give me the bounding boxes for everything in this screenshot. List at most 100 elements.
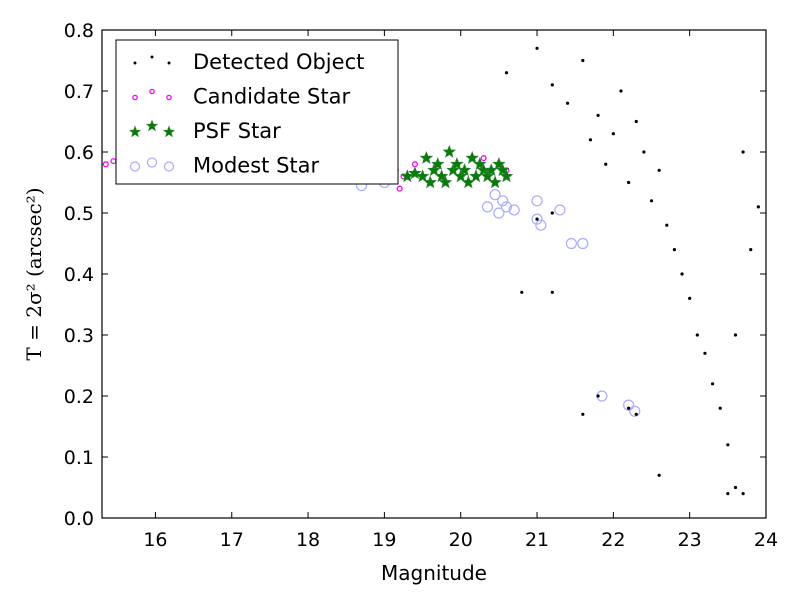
data-point bbox=[488, 175, 502, 189]
data-point bbox=[554, 204, 566, 216]
data-point bbox=[535, 219, 547, 231]
data-point bbox=[749, 248, 753, 252]
x-tick-label: 19 bbox=[372, 529, 396, 551]
data-point bbox=[493, 207, 505, 219]
data-point bbox=[438, 175, 453, 189]
data-point bbox=[497, 195, 509, 207]
data-point bbox=[102, 161, 109, 168]
x-tick-label: 17 bbox=[220, 529, 244, 551]
y-tick-label: 0.1 bbox=[64, 447, 94, 469]
y-tick-label: 0.0 bbox=[64, 508, 94, 530]
x-tick-label: 21 bbox=[525, 529, 549, 551]
x-tick-label: 22 bbox=[601, 529, 625, 551]
data-point bbox=[710, 382, 715, 386]
data-point bbox=[741, 150, 745, 154]
data-point bbox=[531, 213, 543, 225]
data-point bbox=[703, 351, 707, 355]
data-point bbox=[520, 290, 524, 294]
data-point bbox=[480, 155, 487, 162]
data-point bbox=[535, 217, 539, 221]
y-tick-label: 0.5 bbox=[64, 203, 94, 225]
legend-marker bbox=[146, 157, 158, 168]
legend-entries: Detected Object Candidate Star PSF Star Mod… bbox=[128, 50, 364, 178]
data-point bbox=[465, 151, 479, 164]
data-point bbox=[695, 333, 699, 337]
data-point bbox=[657, 473, 661, 477]
data-point bbox=[442, 144, 457, 158]
points-layer bbox=[102, 46, 760, 496]
data-point bbox=[495, 163, 510, 177]
data-point bbox=[688, 296, 692, 300]
legend-marker bbox=[166, 94, 172, 101]
legend-marker bbox=[162, 125, 176, 138]
y-tick-label: 0.2 bbox=[64, 386, 94, 408]
data-point bbox=[423, 175, 437, 189]
legend-label: Modest Star bbox=[193, 154, 319, 178]
legend-marker bbox=[167, 61, 171, 65]
data-point bbox=[531, 195, 543, 207]
legend-label: PSF Star bbox=[193, 119, 281, 143]
data-point bbox=[756, 205, 760, 209]
data-point bbox=[588, 138, 593, 142]
data-point bbox=[457, 163, 472, 177]
data-point bbox=[492, 157, 506, 171]
data-point bbox=[550, 290, 554, 294]
data-point bbox=[565, 237, 577, 250]
data-point bbox=[672, 248, 677, 252]
data-point bbox=[581, 58, 585, 63]
data-point bbox=[577, 237, 589, 250]
legend-marker bbox=[150, 55, 154, 59]
legend-marker bbox=[163, 161, 175, 172]
data-point bbox=[500, 201, 513, 213]
legend-marker bbox=[132, 94, 138, 101]
data-point bbox=[726, 492, 730, 496]
y-tick-label: 0.6 bbox=[64, 142, 94, 164]
data-point bbox=[718, 406, 722, 410]
data-point bbox=[499, 169, 514, 183]
data-point bbox=[596, 113, 600, 117]
legend-entry: Detected Object bbox=[133, 50, 364, 74]
data-point bbox=[481, 201, 494, 213]
data-point bbox=[741, 492, 745, 496]
data-point bbox=[629, 405, 641, 417]
legend-marker bbox=[145, 119, 159, 132]
x-tick-label: 18 bbox=[296, 529, 320, 551]
data-point bbox=[627, 180, 631, 185]
legend-entry: PSF Star bbox=[128, 119, 281, 143]
legend-label: Detected Object bbox=[193, 50, 364, 74]
data-point bbox=[431, 157, 445, 170]
data-point bbox=[508, 204, 520, 216]
x-tick-label: 16 bbox=[143, 529, 167, 551]
data-point bbox=[634, 119, 638, 124]
data-point bbox=[596, 394, 600, 398]
legend-marker bbox=[133, 61, 137, 65]
data-point bbox=[623, 399, 635, 411]
data-point bbox=[611, 132, 615, 136]
data-point bbox=[408, 166, 422, 180]
y-tick-label: 0.7 bbox=[64, 81, 94, 103]
data-point bbox=[535, 46, 539, 50]
x-tick-label: 20 bbox=[449, 529, 473, 551]
data-point bbox=[450, 157, 464, 170]
data-point bbox=[733, 333, 738, 337]
data-point bbox=[665, 223, 669, 227]
legend-entry: Modest Star bbox=[129, 154, 319, 178]
x-tick-label: 23 bbox=[678, 529, 702, 551]
legend-marker bbox=[149, 88, 155, 95]
data-point bbox=[400, 169, 415, 183]
data-point bbox=[550, 83, 554, 87]
data-point bbox=[489, 189, 501, 201]
data-point bbox=[642, 150, 646, 154]
data-point bbox=[550, 211, 554, 215]
data-point bbox=[419, 151, 434, 164]
x-axis-label: Magnitude bbox=[381, 561, 487, 585]
data-point bbox=[604, 162, 608, 166]
data-point bbox=[657, 168, 661, 172]
legend: Detected Object Candidate Star PSF Star Mod… bbox=[115, 39, 399, 185]
data-point bbox=[565, 101, 570, 105]
data-point bbox=[634, 412, 638, 416]
data-point bbox=[680, 272, 684, 276]
y-tick-label: 0.8 bbox=[64, 20, 94, 42]
axes-layer: 16 17 18 19 20 21 22 23 24 0.0 0.1 0.2 0.3 0.4 0.5 0.6 0… bbox=[64, 20, 778, 551]
